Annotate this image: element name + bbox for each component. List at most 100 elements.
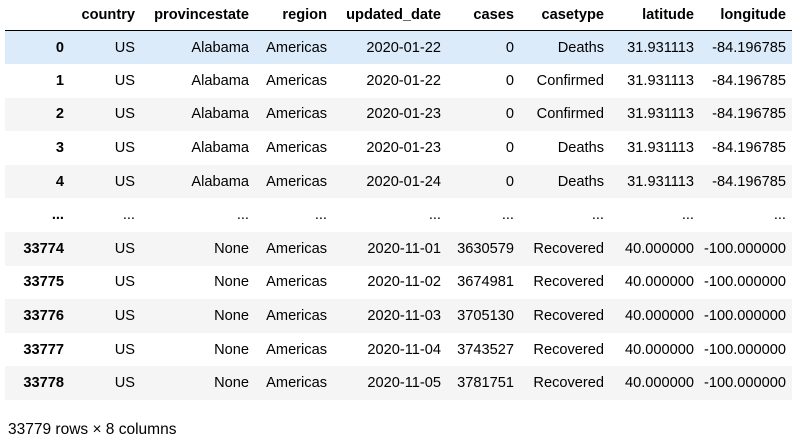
cell-updated-date: 2020-11-04 (367, 341, 441, 358)
cell-cases: 0 (505, 39, 514, 56)
cell-updated-date: 2020-11-02 (367, 274, 441, 291)
cell-country: US (114, 39, 135, 56)
cell-region: Americas (266, 72, 327, 89)
cell-provincestate: Alabama (191, 72, 249, 89)
cell-region: Americas (266, 173, 327, 190)
row-index: 4 (55, 173, 64, 190)
cell-longitude: -84.196785 (712, 173, 786, 190)
cell-provincestate: None (214, 375, 249, 392)
row-index: 2 (55, 106, 64, 123)
cell-region: Americas (266, 274, 327, 291)
cell-casetype: Recovered (533, 308, 604, 325)
header-row: country provincestate region updated_dat… (5, 0, 792, 31)
cell-updated-date: 2020-01-23 (366, 140, 441, 157)
dataframe-output: country provincestate region updated_dat… (5, 0, 792, 401)
table-row[interactable]: 0 US Alabama Americas 2020-01-22 0 Death… (5, 30, 792, 65)
cell-country: US (114, 341, 135, 358)
cell-casetype: Recovered (533, 274, 604, 291)
dataframe-table: country provincestate region updated_dat… (5, 0, 792, 401)
row-index: 0 (55, 39, 64, 56)
cell-country: US (114, 240, 135, 257)
cell-casetype: Recovered (533, 375, 604, 392)
cell-latitude: 40.000000 (625, 375, 694, 392)
dataframe-shape-label: 33779 rows × 8 columns (8, 421, 177, 438)
cell-latitude: 31.931113 (627, 173, 694, 190)
cell-country: US (114, 106, 135, 123)
cell-longitude: -84.196785 (712, 39, 786, 56)
cell-casetype: Recovered (533, 240, 604, 257)
cell-longitude: -84.196785 (712, 140, 786, 157)
cell-region: Americas (266, 240, 327, 257)
table-row[interactable]: 4 US Alabama Americas 2020-01-24 0 Death… (5, 164, 792, 199)
cell-updated-date: 2020-11-05 (367, 375, 441, 392)
cell-updated-date: 2020-01-22 (366, 72, 441, 89)
cell-provincestate: None (214, 308, 249, 325)
column-header-country[interactable]: country (70, 0, 141, 31)
cell-latitude: 40.000000 (625, 274, 694, 291)
cell-cases: 0 (505, 173, 514, 190)
table-row[interactable]: 2 US Alabama Americas 2020-01-23 0 Confi… (5, 97, 792, 132)
row-index: 33774 (23, 240, 64, 257)
row-index: 33777 (23, 341, 64, 358)
table-row[interactable]: 33775 US None Americas 2020-11-02 367498… (5, 265, 792, 300)
column-header-provincestate[interactable]: provincestate (141, 0, 255, 31)
cell-latitude: 31.931113 (627, 140, 694, 157)
ellipsis-row: ... ... ... ... ... ... ... ... ... (5, 198, 792, 233)
cell-latitude: 40.000000 (625, 240, 694, 257)
table-row[interactable]: 3 US Alabama Americas 2020-01-23 0 Death… (5, 131, 792, 165)
cell-longitude: -84.196785 (712, 72, 786, 89)
row-index: 3 (55, 140, 64, 157)
cell-cases: 3630579 (457, 240, 514, 257)
cell-latitude: 40.000000 (625, 308, 694, 325)
cell-updated-date: 2020-01-23 (366, 106, 441, 123)
cell-country: US (114, 173, 135, 190)
cell-latitude: 40.000000 (625, 341, 694, 358)
cell-cases: 0 (505, 72, 514, 89)
cell-country: US (114, 274, 135, 291)
cell-region: Americas (266, 140, 327, 157)
table-row[interactable]: 33777 US None Americas 2020-11-04 374352… (5, 332, 792, 367)
cell-country: US (114, 308, 135, 325)
table-row[interactable]: 33774 US None Americas 2020-11-01 363057… (5, 232, 792, 266)
table-row[interactable]: 1 US Alabama Americas 2020-01-22 0 Confi… (5, 64, 792, 98)
cell-longitude: ... (773, 207, 786, 224)
cell-provincestate: None (214, 274, 249, 291)
cell-provincestate: Alabama (191, 140, 249, 157)
cell-latitude: 31.931113 (627, 72, 694, 89)
cell-casetype: Confirmed (536, 72, 604, 89)
cell-region: Americas (266, 106, 327, 123)
cell-longitude: -100.000000 (704, 308, 786, 325)
cell-updated-date: 2020-01-22 (366, 39, 441, 56)
column-header-cases[interactable]: cases (447, 0, 520, 31)
cell-country: US (114, 140, 135, 157)
column-header-latitude[interactable]: latitude (610, 0, 700, 31)
cell-provincestate: ... (236, 207, 249, 224)
cell-provincestate: None (214, 240, 249, 257)
index-header (5, 0, 70, 31)
cell-cases: ... (501, 207, 514, 224)
table-row[interactable]: 33776 US None Americas 2020-11-03 370513… (5, 299, 792, 333)
row-index: 1 (55, 72, 64, 89)
column-header-longitude[interactable]: longitude (700, 0, 792, 31)
cell-latitude: 31.931113 (627, 106, 694, 123)
column-header-casetype[interactable]: casetype (520, 0, 610, 31)
row-index: 33776 (23, 308, 64, 325)
cell-country: ... (122, 207, 135, 224)
cell-updated-date: ... (428, 207, 441, 224)
cell-casetype: Recovered (533, 341, 604, 358)
cell-updated-date: 2020-11-01 (367, 240, 441, 257)
cell-cases: 3743527 (457, 341, 514, 358)
cell-country: US (114, 72, 135, 89)
cell-latitude: ... (681, 207, 694, 224)
table-row[interactable]: 33778 US None Americas 2020-11-05 378175… (5, 366, 792, 401)
cell-longitude: -100.000000 (704, 341, 786, 358)
column-header-updated-date[interactable]: updated_date (333, 0, 447, 31)
cell-cases: 0 (505, 106, 514, 123)
cell-region: Americas (266, 341, 327, 358)
cell-casetype: ... (591, 207, 604, 224)
row-index: 33775 (23, 274, 64, 291)
column-header-region[interactable]: region (255, 0, 333, 31)
cell-latitude: 31.931113 (627, 39, 694, 56)
cell-region: ... (314, 207, 327, 224)
cell-longitude: -84.196785 (712, 106, 786, 123)
